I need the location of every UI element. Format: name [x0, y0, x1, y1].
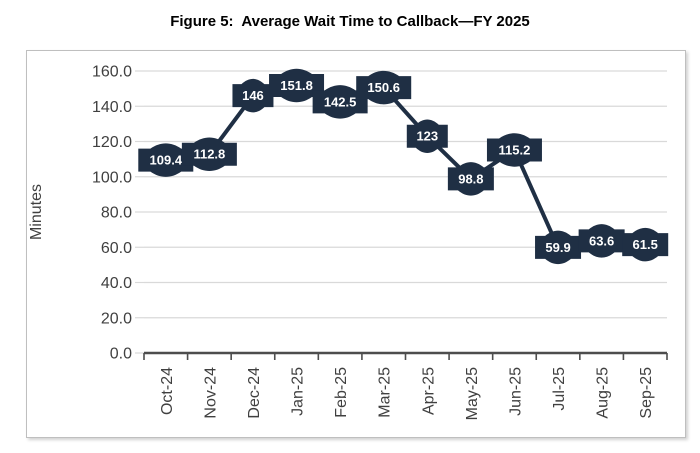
data-callout	[535, 230, 582, 265]
data-callout	[356, 70, 412, 105]
data-callout	[138, 143, 194, 177]
data-callout-value: 109.4	[150, 153, 183, 168]
chart-canvas: 0.0 20.0 40.0 60.0 80.0 100.0 120.0 140.0 160.0 M…	[28, 64, 669, 420]
x-tick-label: Apr-25	[420, 367, 437, 415]
x-tick-label: Sep-25	[638, 367, 655, 419]
data-callout	[312, 85, 368, 119]
x-tick-label: Jun-25	[507, 367, 524, 416]
x-tick-label: Oct-24	[159, 367, 176, 415]
data-callout-value: 61.5	[633, 237, 658, 252]
data-callout	[269, 68, 325, 103]
data-callout	[622, 227, 669, 262]
x-tick-label: Dec-24	[246, 367, 263, 419]
data-callout-value: 98.8	[458, 171, 483, 186]
y-tick-label: 100.0	[92, 169, 132, 186]
data-callout-value: 146	[242, 88, 264, 103]
data-callout	[486, 133, 542, 167]
data-callout-value: 150.6	[367, 80, 400, 95]
x-tick-label: Jan-25	[290, 367, 307, 416]
data-callout-value: 142.5	[324, 94, 357, 109]
x-tick-label: Feb-25	[333, 367, 350, 418]
y-tick-label: 60.0	[101, 240, 132, 257]
x-tick-label: Aug-25	[595, 367, 612, 419]
y-axis-title: Minutes	[28, 184, 45, 240]
series-line	[163, 83, 648, 250]
x-tick-label: May-25	[464, 367, 481, 420]
y-tick-label: 80.0	[101, 205, 132, 222]
figure-title: Figure 5: Average Wait Time to Callback—…	[170, 13, 530, 30]
y-tick-label: 160.0	[92, 64, 132, 81]
data-callout-value: 151.8	[280, 78, 313, 93]
x-tick-label: Jul-25	[551, 367, 568, 411]
y-tick-label: 140.0	[92, 99, 132, 116]
data-callout	[578, 224, 625, 258]
data-callout-value: 59.9	[545, 240, 570, 255]
data-callout	[232, 78, 274, 113]
data-callout	[181, 137, 237, 171]
data-callout	[447, 162, 494, 196]
y-tick-label: 40.0	[101, 275, 132, 292]
data-callout	[406, 119, 448, 153]
data-callout-value: 123	[416, 129, 438, 144]
y-tick-label: 20.0	[101, 310, 132, 327]
y-tick-label: 0.0	[110, 346, 132, 363]
data-callout-value: 63.6	[589, 233, 614, 248]
chart-frame: 0.0 20.0 40.0 60.0 80.0 100.0 120.0 140.0 160.0 M…	[26, 50, 686, 438]
y-tick-label: 120.0	[92, 134, 132, 151]
x-tick-label: Mar-25	[377, 367, 394, 418]
data-callout-value: 115.2	[499, 142, 531, 157]
x-tick-label: Nov-24	[202, 367, 219, 419]
data-callout-value: 112.8	[193, 147, 225, 162]
